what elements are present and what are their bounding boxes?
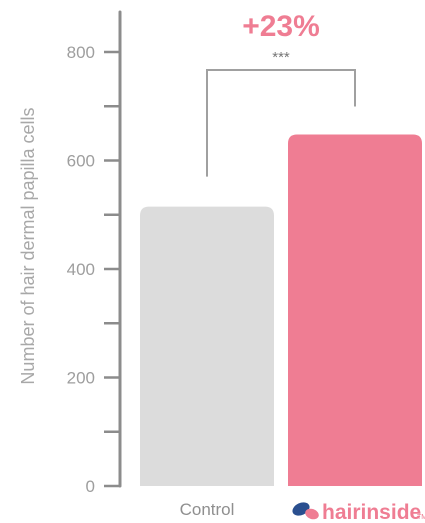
- hairinside-logo: hairinside TM: [292, 501, 425, 523]
- y-tick-label: 800: [67, 43, 95, 62]
- bars: [140, 134, 422, 487]
- y-tick-label: 600: [67, 152, 95, 171]
- brand-name: hairinside: [322, 501, 421, 523]
- bar-control: [140, 206, 274, 487]
- bar-hairinside: [288, 134, 422, 486]
- category-label-control: Control: [180, 500, 235, 519]
- y-tick-label: 200: [67, 369, 95, 388]
- y-axis-ticks: 0 200 400 600 800: [67, 43, 120, 496]
- significance-bracket: [206, 69, 356, 177]
- significance-stars: ***: [272, 49, 290, 66]
- brand-trademark: TM: [417, 514, 425, 521]
- leaf-logo-icon: [292, 502, 319, 520]
- y-tick-label: 0: [86, 477, 95, 496]
- y-tick-label: 400: [67, 260, 95, 279]
- percent-increase-label: +23%: [242, 10, 320, 43]
- y-axis-label: Number of hair dermal papilla cells: [18, 107, 38, 384]
